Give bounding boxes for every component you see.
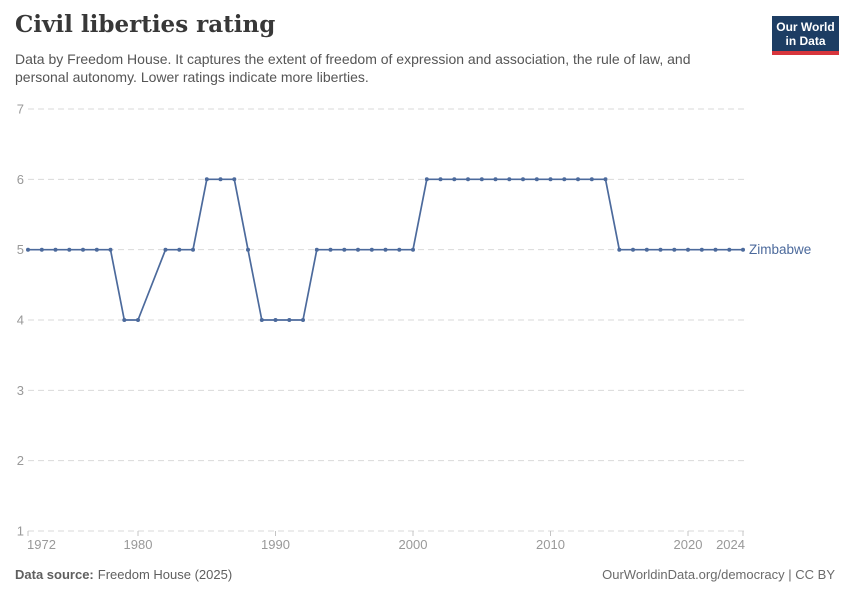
x-axis-label: 1990	[261, 537, 290, 552]
data-point	[177, 247, 182, 252]
data-point	[589, 177, 594, 182]
data-point	[301, 318, 305, 322]
data-point	[424, 177, 429, 182]
data-point	[136, 318, 140, 322]
y-axis-label: 2	[17, 453, 24, 468]
data-point	[466, 177, 470, 182]
data-point	[727, 247, 732, 252]
data-point	[108, 247, 113, 252]
data-point	[39, 247, 44, 252]
chart-subtitle: Data by Freedom House. It captures the e…	[15, 51, 691, 85]
y-axis-label: 5	[17, 242, 24, 257]
y-axis-label: 3	[17, 383, 24, 398]
data-point	[94, 247, 99, 252]
x-axis-label: 2020	[674, 537, 703, 552]
data-point	[122, 318, 127, 322]
page-title: Civil liberties rating	[15, 11, 276, 38]
data-point	[273, 318, 278, 322]
y-axis-label: 4	[17, 313, 24, 328]
data-point	[548, 177, 553, 182]
data-point	[493, 177, 498, 182]
x-axis-label: 1980	[124, 537, 153, 552]
data-point	[411, 247, 415, 252]
data-point	[328, 247, 333, 252]
owid-logo-line1: Our World	[776, 20, 835, 34]
data-point	[259, 318, 264, 322]
y-axis-label: 1	[17, 524, 24, 539]
owid-link[interactable]: OurWorldinData.org/democracy | CC BY	[602, 567, 835, 582]
data-point	[53, 247, 58, 252]
x-axis-label: 1972	[27, 537, 56, 552]
data-point	[163, 247, 168, 252]
x-axis-label: 2024	[716, 537, 745, 552]
data-point	[342, 247, 347, 252]
data-point	[658, 247, 663, 252]
figure-footer: Data source: Freedom House (2025) OurWorl…	[15, 567, 835, 582]
data-point	[534, 177, 539, 182]
x-axis-label: 2000	[399, 537, 428, 552]
data-point	[287, 318, 292, 322]
data-point	[191, 247, 195, 252]
y-axis-label: 6	[17, 172, 24, 187]
data-point	[204, 177, 209, 182]
data-point	[713, 247, 718, 252]
data-point	[699, 247, 704, 252]
data-source-label: Data source:	[15, 567, 94, 582]
data-point	[356, 247, 360, 252]
data-point	[631, 247, 635, 252]
data-point	[521, 177, 525, 182]
data-point	[576, 177, 580, 182]
data-point	[452, 177, 457, 182]
data-point	[397, 247, 402, 252]
data-point	[81, 247, 85, 252]
series-line	[28, 178, 743, 321]
data-point	[314, 247, 319, 252]
data-point	[383, 247, 388, 252]
data-point	[644, 247, 649, 252]
data-point	[562, 177, 567, 182]
data-source-value: Freedom House (2025)	[97, 567, 233, 582]
data-point	[741, 247, 745, 252]
data-point	[672, 247, 677, 252]
data-point	[246, 247, 250, 252]
y-axis-label: 7	[17, 102, 24, 117]
data-point	[617, 247, 622, 252]
data-point	[438, 177, 443, 182]
data-point	[479, 177, 484, 182]
data-point	[67, 247, 72, 252]
data-point	[232, 177, 237, 182]
owid-logo[interactable]: Our World in Data	[772, 16, 839, 55]
x-axis-label: 2010	[536, 537, 565, 552]
data-point	[603, 177, 608, 182]
series-entity-label[interactable]: Zimbabwe	[749, 242, 811, 257]
data-point	[686, 247, 690, 252]
data-point	[369, 247, 374, 252]
data-source: Data source: Freedom House (2025)	[15, 567, 232, 582]
data-point	[507, 177, 512, 182]
data-point	[26, 247, 30, 252]
data-point	[218, 177, 223, 182]
owid-logo-line2: in Data	[785, 34, 826, 48]
